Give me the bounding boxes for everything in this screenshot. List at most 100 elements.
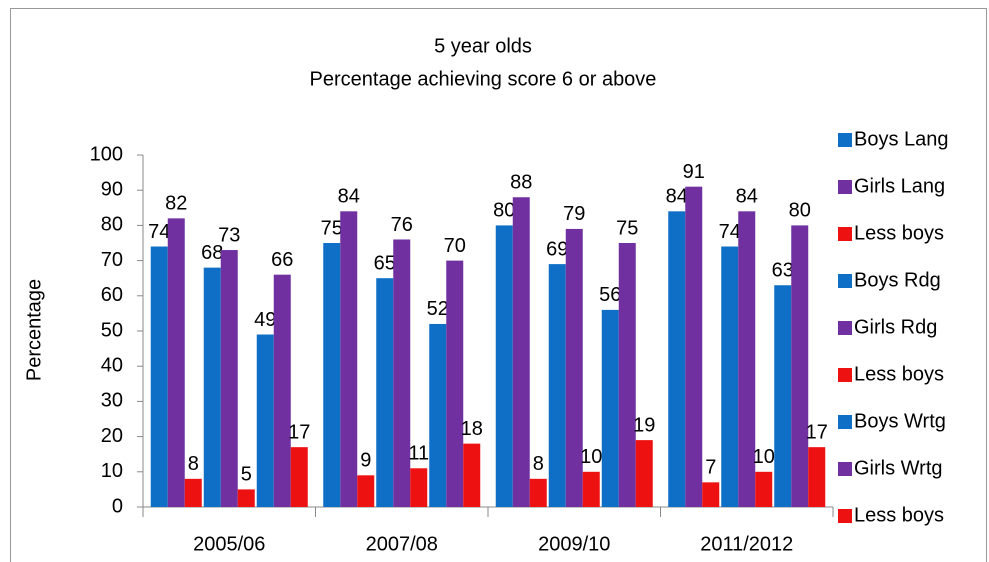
bar [429,323,447,507]
bar [237,489,255,507]
y-axis-label: Percentage [23,279,45,381]
legend-label: Girls Wrtg [854,457,943,479]
value-label: 91 [683,161,705,183]
value-label: 70 [444,235,466,257]
value-label: 74 [719,221,741,243]
x-tick-label: 2005/06 [193,533,265,555]
legend-label: Boys Lang [854,128,949,150]
bar [273,274,291,507]
value-label: 11 [408,443,429,465]
value-label: 65 [374,252,396,274]
bar [618,243,636,507]
bar [738,211,756,507]
bar [376,278,394,507]
bar [184,478,202,507]
bar [529,478,547,507]
legend-swatch [838,321,852,335]
value-label: 8 [188,453,199,475]
legend-label: Less boys [854,222,944,244]
legend-swatch [838,133,852,147]
value-label: 7 [705,457,716,479]
y-tick-label: 20 [101,425,123,447]
y-tick-label: 50 [101,319,123,341]
bar [290,447,308,507]
value-label: 10 [753,446,775,468]
value-label: 5 [241,464,252,486]
value-label: 80 [493,200,515,222]
chart-border [10,8,987,562]
x-tick-label: 2011/2012 [700,533,793,555]
y-tick-label: 80 [101,214,123,236]
value-label: 88 [510,172,532,194]
bar [393,239,411,508]
value-label: 49 [254,309,276,331]
y-tick-label: 60 [101,284,123,306]
bar [340,211,358,507]
value-label: 80 [789,200,811,222]
value-label: 76 [391,214,413,236]
legend-swatch [838,462,852,476]
legend-label: Less boys [854,504,944,526]
bar [512,197,530,508]
value-label: 17 [806,421,828,443]
bar [755,471,773,507]
y-tick-label: 0 [112,495,123,517]
value-label: 9 [360,450,371,472]
legend-label: Less boys [854,363,944,385]
legend-swatch [838,274,852,288]
value-label: 79 [563,203,585,225]
bar [167,218,185,508]
bar [220,250,238,508]
bar [565,228,583,508]
bar [203,267,221,507]
bar [685,186,703,507]
value-label: 52 [427,298,449,320]
bar [548,264,566,507]
value-label: 84 [666,186,688,208]
x-tick-label: 2007/08 [366,533,438,555]
legend-label: Boys Rdg [854,269,941,291]
bar [495,225,513,507]
legend-label: Girls Rdg [854,316,937,338]
legend-swatch [838,368,852,382]
legend-label: Girls Lang [854,175,945,197]
chart-title: 5 year olds [434,35,532,57]
bar [582,471,600,507]
legend-swatch [838,180,852,194]
y-tick-label: 70 [101,249,123,271]
chart-subtitle: Percentage achieving score 6 or above [310,68,657,90]
value-label: 10 [580,446,602,468]
bar [702,482,720,507]
bar [410,468,428,507]
y-tick-label: 30 [101,390,123,412]
bar [791,225,809,507]
bar [463,443,481,507]
bar [808,447,826,507]
value-label: 17 [288,421,310,443]
legend-swatch [838,509,852,523]
value-label: 73 [218,224,240,246]
y-tick-label: 10 [101,460,123,482]
bar [323,243,341,507]
value-label: 84 [338,186,360,208]
value-label: 75 [616,217,638,239]
bar [774,285,792,507]
y-tick-label: 100 [90,143,123,165]
value-label: 68 [201,242,223,264]
bar [721,246,739,507]
value-label: 69 [546,238,568,260]
value-label: 84 [736,186,758,208]
bar [668,211,686,507]
bar [601,309,619,507]
y-tick-label: 90 [101,178,123,200]
bar [256,334,274,507]
value-label: 75 [321,217,343,239]
bar [150,246,168,507]
bar [446,260,464,507]
value-label: 63 [772,260,794,282]
value-label: 74 [148,221,170,243]
value-label: 18 [461,418,483,440]
value-label: 56 [599,284,621,306]
bar [357,475,375,507]
